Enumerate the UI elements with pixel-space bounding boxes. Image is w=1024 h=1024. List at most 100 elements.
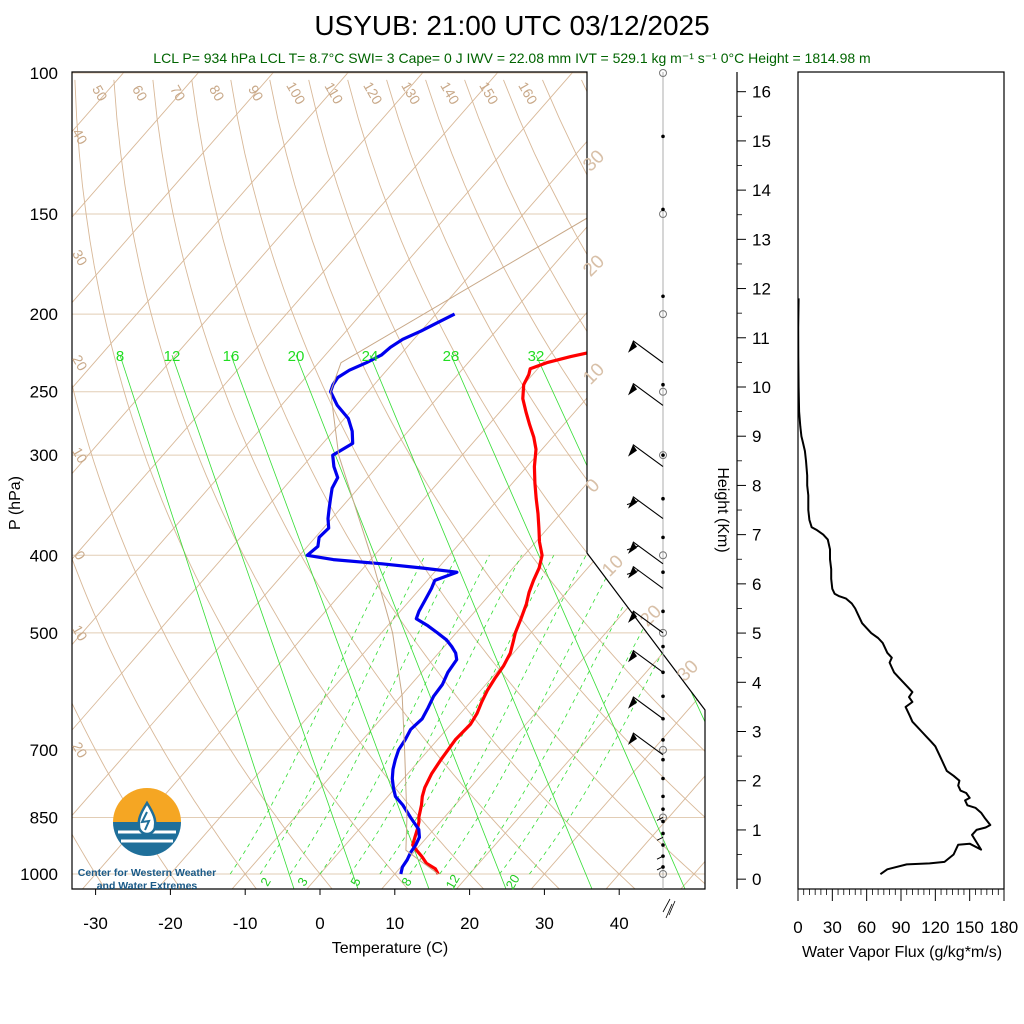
height-tick-label: 10: [752, 378, 771, 397]
isotherm-top-label: 130: [398, 79, 424, 107]
flux-tick-label: 150: [955, 918, 983, 937]
height-tick-label: 12: [752, 280, 771, 299]
wind-level-dot: [661, 694, 665, 699]
pressure-tick-label: 700: [30, 741, 58, 760]
logo: Center for Western Weather and Water Ext…: [78, 788, 216, 892]
dry-adiabat-line: [581, 79, 705, 889]
wind-level-dot: [661, 609, 665, 614]
temperature-profile-line: [411, 313, 653, 875]
height-tick-label: 3: [752, 723, 761, 742]
isotherm-top-label: 110: [321, 79, 346, 107]
isotherm-right-label: 30: [579, 146, 609, 176]
dry-adiabat-line: [72, 79, 183, 889]
logo-line-2: and Water Extremes: [97, 880, 198, 892]
wind-barb-shaft: [632, 382, 664, 406]
isotherm-line: [454, 72, 705, 889]
wind-calm-circle: [659, 69, 667, 77]
dry-adiabat-line: [191, 79, 638, 889]
dry-adiabat-line: [698, 79, 705, 889]
wind-barb-shaft: [632, 444, 664, 468]
temperature-tick-label: -30: [83, 914, 108, 933]
pressure-tick-label: 150: [30, 205, 58, 224]
isotherm-top-label: 120: [360, 79, 386, 107]
wind-level-dot: [661, 134, 665, 139]
pressure-tick-label: 200: [30, 305, 58, 324]
wind-barb-pennant: [628, 383, 637, 396]
wind-barb-pennant: [628, 732, 637, 745]
mixing-ratio-label: 16: [223, 348, 240, 365]
mixing-ratio-bottom-label: 2: [257, 875, 274, 889]
cw3e-logo-icon: [113, 788, 181, 856]
mixing-ratio-label: 8: [116, 348, 124, 365]
isotherm-right-label: 30: [673, 656, 703, 686]
mixing-ratio-label: 28: [443, 348, 460, 365]
height-tick-label: 2: [752, 772, 761, 791]
pressure-tick-label: 850: [30, 808, 58, 827]
height-tick-label: 13: [752, 230, 771, 249]
isotherm-top-label: 100: [283, 79, 309, 107]
skew-t-y-axis-label: P (hPa): [7, 476, 24, 530]
dry-adiabat-line: [269, 79, 705, 889]
dry-adiabat-line: [425, 79, 705, 889]
flux-tick-label: 180: [990, 918, 1018, 937]
wind-barb-shaft: [632, 496, 664, 520]
mixing-ratio-line: [119, 354, 295, 889]
wind-barb-surface: [662, 898, 676, 919]
wind-calm-circle: [659, 628, 667, 637]
temperature-tick-label: 20: [460, 914, 479, 933]
wind-calm-circle: [659, 451, 667, 460]
wind-barb-column: [626, 69, 676, 919]
wind-level-dot: [661, 382, 665, 387]
wind-barb-short: [656, 817, 664, 821]
wind-barb-pennant: [628, 340, 637, 353]
wind-level-dot: [661, 794, 665, 799]
isotherm-top-label: 160: [515, 79, 541, 107]
logo-line-1: Center for Western Weather: [78, 867, 216, 879]
dry-adiabat-line: [152, 79, 562, 889]
pressure-tick-label: 250: [30, 383, 58, 402]
isotherm-top-label: 50: [89, 82, 111, 104]
mixing-ratio-bottom-label: 12: [442, 872, 462, 892]
skew-t-x-axis-label: Temperature (C): [332, 940, 448, 957]
flux-tick-label: 30: [823, 918, 842, 937]
pressure-tick-label: 500: [30, 624, 58, 643]
wind-barb-shaft: [632, 541, 664, 565]
isotherm-line: [72, 72, 306, 889]
moist-adiabat-line: [439, 555, 619, 875]
pressure-tick-label: 300: [30, 446, 58, 465]
height-tick-label: 1: [752, 821, 761, 840]
mixing-ratio-line: [295, 354, 507, 889]
wind-barb-flag: [626, 545, 640, 551]
wind-level-dot: [661, 453, 665, 457]
isotherm-top-label: 150: [476, 79, 502, 107]
dry-adiabat-line: [113, 79, 486, 889]
wind-barb-shaft: [632, 340, 664, 364]
wind-level-dot: [661, 831, 665, 836]
wind-barb-short: [656, 855, 664, 860]
isotherm-top-label: 140: [437, 79, 463, 107]
wind-level-dot: [661, 738, 665, 742]
moist-adiabat-line: [229, 555, 394, 875]
isotherm-left-label: 20: [69, 739, 91, 761]
wind-barb-flag: [626, 500, 640, 506]
isotherm-line: [72, 72, 231, 889]
flux-tick-label: 60: [857, 918, 876, 937]
skew-t-data: [305, 72, 705, 875]
isotherm-line: [72, 72, 605, 889]
isotherm-right-label: 10: [598, 551, 628, 581]
mixing-ratio-bottom-label: 8: [398, 875, 415, 889]
chart-title: USYUB: 21:00 UTC 03/12/2025: [314, 10, 709, 41]
wind-calm-circle: [659, 870, 667, 878]
height-tick-label: 14: [752, 181, 771, 200]
dry-adiabat-line: [815, 80, 1024, 891]
height-tick-label: 9: [752, 427, 761, 446]
dry-adiabat-line: [386, 79, 705, 889]
wind-barb-shaft: [632, 732, 664, 756]
wind-barb-short: [656, 866, 664, 871]
flux-x-axis-label: Water Vapor Flux (g/kg*m/s): [802, 944, 1002, 961]
height-tick-label: 16: [752, 83, 771, 102]
dry-adiabat-line: [542, 79, 705, 889]
height-tick-label: 5: [752, 624, 761, 643]
